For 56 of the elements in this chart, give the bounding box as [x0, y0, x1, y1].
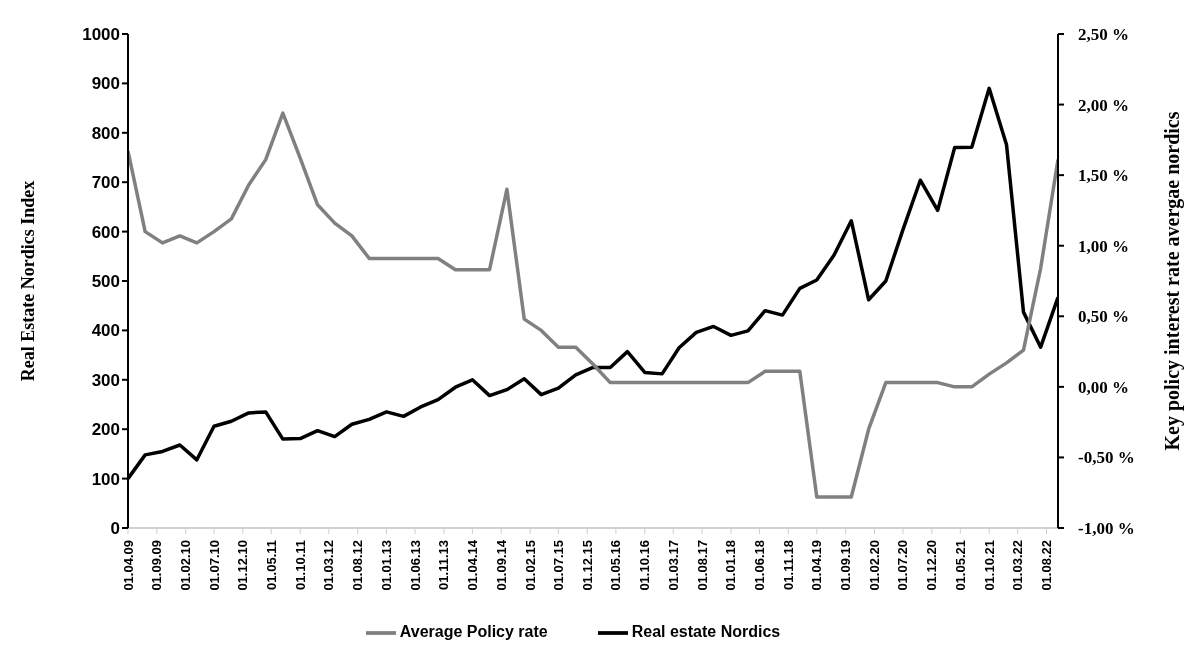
x-tick-label: 01.06.18 — [751, 540, 767, 591]
y-tick-label: 800 — [91, 123, 120, 143]
y-tick-label: 100 — [91, 469, 120, 489]
x-tick-label: 01.11.18 — [780, 540, 796, 590]
x-tick-label: 01.09.14 — [493, 539, 509, 591]
y-tick-label: 300 — [91, 370, 120, 390]
y-tick-label: 1000 — [82, 25, 120, 45]
x-tick-label: 01.12.10 — [235, 540, 251, 591]
x-tick-label: 01.08.17 — [694, 540, 710, 591]
y-tick-label: 600 — [91, 222, 120, 242]
y2-tick-label: 2,50 % — [1078, 25, 1129, 45]
x-tick-label: 01.07.20 — [895, 540, 911, 591]
x-tick-label: 01.09.09 — [149, 540, 165, 591]
x-tick-label: 01.01.13 — [379, 540, 395, 591]
x-tick-label: 01.12.20 — [924, 540, 940, 591]
x-tick-label: 01.03.22 — [1010, 540, 1026, 591]
y2-tick-label: -1,00 % — [1078, 519, 1135, 539]
y-tick-label: 500 — [91, 272, 120, 292]
x-tick-label: 01.06.13 — [407, 540, 423, 591]
x-tick-label: 01.04.19 — [809, 540, 825, 591]
y2-tick-label: 1,00 % — [1078, 236, 1129, 256]
x-tick-label: 01.08.12 — [350, 540, 366, 591]
y2-tick-label: 1,50 % — [1078, 166, 1129, 186]
x-tick-label: 01.05.11 — [263, 540, 279, 590]
y-tick-label: 700 — [91, 173, 120, 193]
x-tick-label: 01.02.20 — [866, 540, 882, 591]
legend-label: Real estate Nordics — [631, 623, 781, 641]
x-tick-label: 01.07.10 — [206, 540, 222, 591]
x-tick-label: 01.05.16 — [608, 540, 624, 591]
x-tick-label: 01.09.19 — [838, 540, 854, 591]
y2-axis-title: Key policy interest rate avergae nordics — [1161, 111, 1185, 451]
x-tick-label: 01.02.10 — [178, 540, 194, 591]
y2-tick-label: 2,00 % — [1078, 95, 1129, 115]
x-tick-label: 01.03.12 — [321, 540, 337, 591]
x-tick-label: 01.04.14 — [464, 539, 480, 591]
y-tick-label: 200 — [91, 420, 120, 440]
y2-tick-label: 0,00 % — [1078, 377, 1129, 397]
x-tick-label: 01.12.15 — [579, 540, 595, 591]
y-tick-label: 0 — [110, 519, 120, 539]
y2-tick-label: -0,50 % — [1078, 448, 1135, 468]
x-tick-label: 01.01.18 — [723, 540, 739, 591]
y2-tick-label: 0,50 % — [1078, 307, 1129, 327]
x-tick-label: 01.02.15 — [522, 540, 538, 591]
x-tick-label: 01.03.17 — [665, 540, 681, 591]
x-tick-label: 01.11.13 — [436, 540, 452, 590]
x-tick-label: 01.04.09 — [120, 540, 136, 591]
x-tick-label: 01.10.21 — [981, 540, 997, 591]
x-tick-label: 01.10.11 — [292, 540, 308, 590]
x-tick-label: 01.08.22 — [1039, 540, 1054, 591]
x-tick-label: 01.07.15 — [550, 540, 566, 591]
x-tick-label: 01.05.21 — [952, 540, 968, 591]
y-tick-label: 900 — [91, 74, 120, 94]
y-axis-title: Real Estate Nordics Index — [18, 180, 39, 382]
legend-label: Average Policy rate — [399, 623, 548, 641]
y-tick-label: 400 — [91, 321, 120, 341]
x-tick-label: 01.10.16 — [637, 540, 653, 591]
